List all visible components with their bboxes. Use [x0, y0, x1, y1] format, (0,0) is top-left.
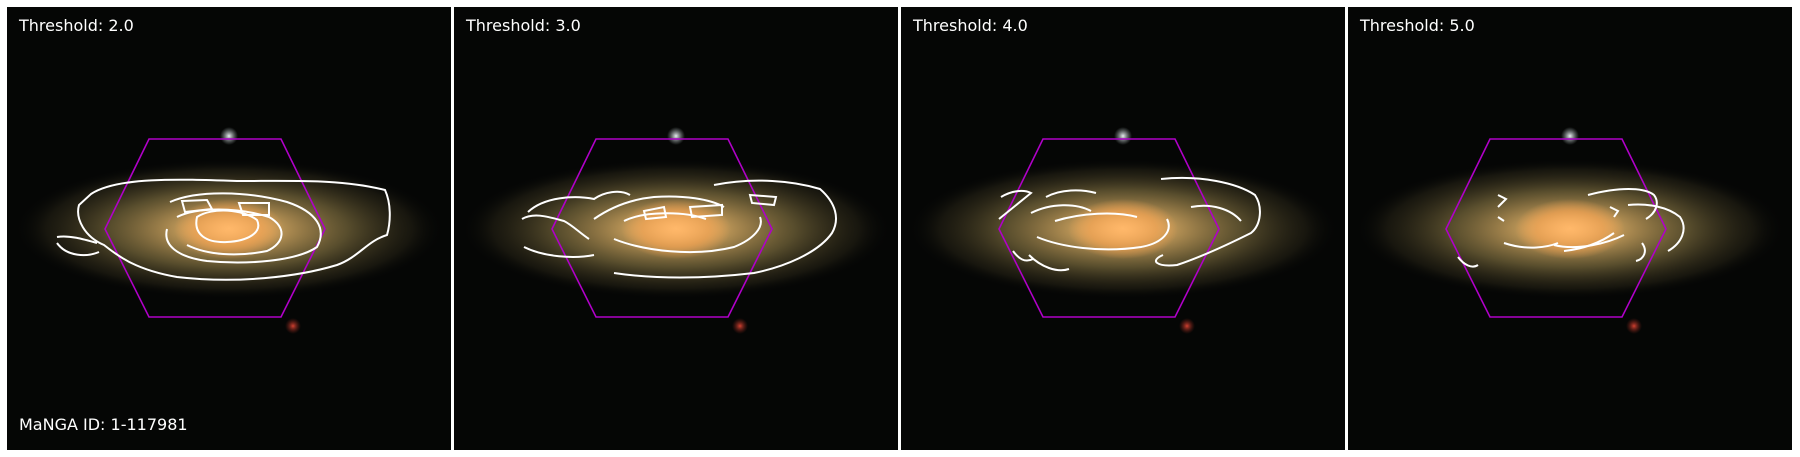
- red-star: [1626, 318, 1642, 334]
- panel-threshold-label: Threshold: 3.0: [466, 16, 581, 35]
- panel-threshold-5: Threshold: 5.0: [1348, 7, 1792, 450]
- panel-threshold-label: Threshold: 2.0: [19, 16, 134, 35]
- ifu-hexagon: [1445, 138, 1667, 318]
- galaxy-image: [1348, 7, 1792, 450]
- contours: [998, 176, 1261, 272]
- ifu-hexagon: [998, 138, 1220, 318]
- panel-threshold-2: Threshold: 2.0 MaNGA ID: 1-117981: [7, 7, 451, 450]
- panel-threshold-label: Threshold: 5.0: [1360, 16, 1475, 35]
- foreground-star: [1561, 127, 1579, 145]
- manga-id-label: MaNGA ID: 1-117981: [19, 415, 188, 434]
- contours: [521, 179, 837, 279]
- red-star: [285, 318, 301, 334]
- red-star: [1179, 318, 1195, 334]
- panel-threshold-4: Threshold: 4.0: [901, 7, 1345, 450]
- foreground-star: [1114, 127, 1132, 145]
- panel-threshold-label: Threshold: 4.0: [913, 16, 1028, 35]
- contours: [56, 178, 391, 281]
- foreground-star: [220, 127, 238, 145]
- galaxy-image: [7, 7, 451, 450]
- foreground-star: [667, 127, 685, 145]
- ifu-hexagon: [104, 138, 326, 318]
- galaxy-image: [454, 7, 898, 450]
- red-star: [732, 318, 748, 334]
- galaxy-image: [901, 7, 1345, 450]
- panel-threshold-3: Threshold: 3.0: [454, 7, 898, 450]
- ifu-hexagon: [551, 138, 773, 318]
- contours: [1457, 188, 1685, 268]
